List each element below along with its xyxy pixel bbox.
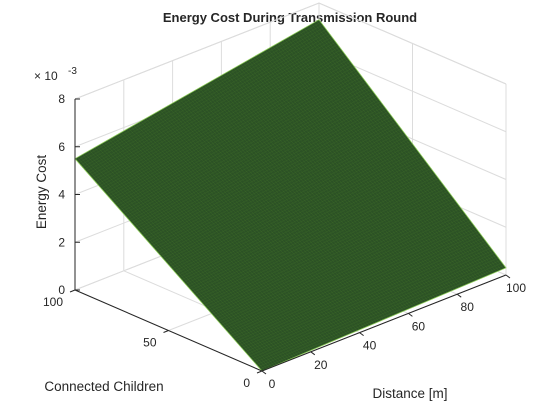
x-tick-label: 80: [461, 300, 475, 314]
x-tick-mark: [457, 294, 461, 297]
y-tick-label: 0: [243, 376, 250, 390]
x-tick-mark: [408, 313, 412, 316]
z-tick-label: 8: [58, 92, 65, 106]
z-tick-label: 4: [58, 188, 65, 202]
z-exponent-base: × 10: [34, 69, 58, 83]
x-tick-label: 100: [506, 281, 526, 295]
x-tick-mark: [360, 333, 364, 336]
x-tick-label: 20: [314, 358, 328, 372]
x-tick-label: 60: [412, 319, 426, 333]
y-tick-mark: [164, 331, 169, 333]
y-tick-label: 50: [143, 336, 157, 350]
y-axis-label: Connected Children: [44, 379, 163, 394]
x-axis-label: Distance [m]: [372, 386, 447, 401]
z-axis-label: Energy Cost: [34, 155, 49, 230]
z-tick-label: 0: [58, 283, 65, 297]
chart-title: Energy Cost During Transmission Round: [163, 10, 417, 25]
z-exponent-power: -3: [68, 66, 77, 77]
y-tick-mark: [70, 290, 75, 292]
x-tick-mark: [262, 371, 266, 374]
y-tick-label: 100: [43, 295, 63, 309]
y-tick-mark: [257, 371, 262, 373]
x-tick-mark: [311, 352, 315, 355]
x-tick-label: 0: [269, 377, 276, 391]
z-tick-label: 2: [58, 235, 65, 249]
x-tick-label: 40: [363, 339, 377, 353]
z-tick-label: 6: [58, 140, 65, 154]
x-tick-mark: [506, 275, 510, 278]
